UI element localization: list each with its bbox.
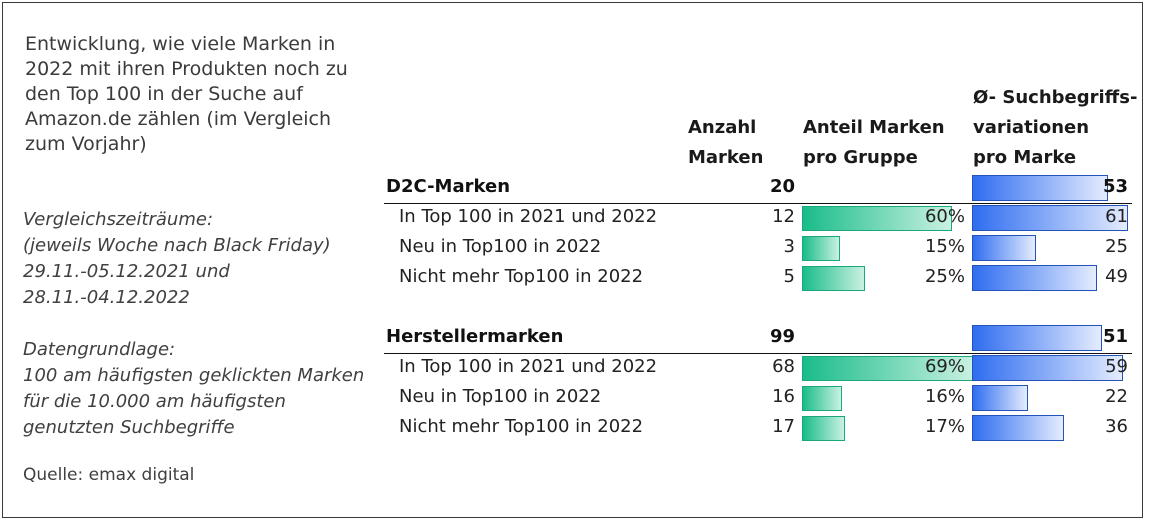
- table-row: Nicht mehr Top100 in 2022 17 17% 36: [384, 413, 1132, 443]
- note-line: Datengrundlage:: [23, 339, 176, 360]
- search-value: 49: [1105, 266, 1128, 287]
- count-value: 20: [769, 176, 795, 197]
- header-line: Ø- Suchbegriffs-: [973, 87, 1138, 108]
- share-bar: [802, 386, 842, 411]
- group-divider: [384, 203, 1132, 204]
- header-count: Anzahl Marken: [688, 113, 763, 173]
- header-share: Anteil Marken pro Gruppe: [803, 113, 945, 173]
- note-line: 100 am häufigsten geklickten Marken: [23, 365, 365, 386]
- search-bar: [972, 355, 1123, 381]
- table-row: Nicht mehr Top100 in 2022 5 25% 49: [384, 263, 1132, 293]
- search-bar: [972, 265, 1097, 291]
- note-line: genutzten Suchbegriffe: [23, 417, 235, 438]
- row-label: Nicht mehr Top100 in 2022: [399, 416, 644, 437]
- table-row: Neu in Top100 in 2022 16 16% 22: [384, 383, 1132, 413]
- share-bar: [802, 266, 865, 291]
- header-line: Anteil Marken: [803, 117, 945, 138]
- share-value: 15%: [924, 236, 965, 257]
- header-line: variationen: [973, 117, 1090, 138]
- search-bar: [972, 205, 1128, 231]
- header-line: Marken: [688, 147, 764, 168]
- header-line: pro Marke: [973, 147, 1077, 168]
- share-value: 16%: [924, 386, 965, 407]
- count-value: 5: [783, 266, 795, 287]
- search-value: 61: [1105, 206, 1128, 227]
- share-bar: [802, 206, 952, 231]
- table-row: Neu in Top100 in 2022 3 15% 25: [384, 233, 1132, 263]
- share-value: 17%: [924, 416, 965, 437]
- row-label: In Top 100 in 2021 und 2022: [399, 206, 658, 227]
- header-line: pro Gruppe: [803, 147, 918, 168]
- data-basis-note: Datengrundlage: 100 am häufigsten geklic…: [23, 337, 383, 441]
- row-label: In Top 100 in 2021 und 2022: [399, 356, 658, 377]
- group-label: D2C-Marken: [386, 176, 511, 197]
- share-value: 60%: [924, 206, 965, 227]
- search-bar: [972, 385, 1028, 411]
- count-value: 12: [772, 206, 795, 227]
- group-divider: [384, 353, 1132, 354]
- note-line: Vergleichszeiträume:: [23, 209, 214, 230]
- search-value: 36: [1105, 416, 1128, 437]
- share-value: 25%: [924, 266, 965, 287]
- share-bar: [802, 236, 840, 261]
- search-bar: [972, 325, 1102, 351]
- search-value: 59: [1105, 356, 1128, 377]
- search-value: 25: [1105, 236, 1128, 257]
- table-row: In Top 100 in 2021 und 2022 12 60% 61: [384, 203, 1132, 233]
- search-bar: [972, 235, 1036, 261]
- search-value: 51: [1102, 326, 1128, 347]
- group-row: D2C-Marken 20 53: [384, 173, 1132, 203]
- row-label: Nicht mehr Top100 in 2022: [399, 266, 644, 287]
- chart-title: Entwicklung, wie viele Marken in 2022 mi…: [25, 33, 348, 155]
- search-value: 53: [1102, 176, 1128, 197]
- share-value: 69%: [924, 356, 965, 377]
- table-row: In Top 100 in 2021 und 2022 68 69% 59: [384, 353, 1132, 383]
- note-line: 28.11.-04.12.2022: [23, 287, 190, 308]
- note-line: (jeweils Woche nach Black Friday): [23, 235, 331, 256]
- count-value: 99: [769, 326, 795, 347]
- group-row: Herstellermarken 99 51: [384, 323, 1132, 353]
- chart-frame: [2, 2, 1143, 518]
- search-value: 22: [1105, 386, 1128, 407]
- search-bar: [972, 175, 1108, 201]
- note-line: 29.11.-05.12.2021 und: [23, 261, 230, 282]
- count-value: 68: [772, 356, 795, 377]
- header-line: Anzahl: [688, 117, 757, 138]
- search-bar: [972, 415, 1064, 441]
- count-value: 17: [772, 416, 795, 437]
- note-line: für die 10.000 am häufigsten: [23, 391, 286, 412]
- share-bar: [802, 416, 845, 441]
- count-value: 16: [772, 386, 795, 407]
- header-search-variations: Ø- Suchbegriffs- variationen pro Marke: [973, 83, 1137, 173]
- count-value: 3: [783, 236, 795, 257]
- group-label: Herstellermarken: [386, 326, 564, 347]
- share-bar: [802, 356, 975, 381]
- row-label: Neu in Top100 in 2022: [399, 236, 602, 257]
- source-note: Quelle: emax digital: [23, 465, 195, 485]
- row-label: Neu in Top100 in 2022: [399, 386, 602, 407]
- comparison-period-note: Vergleichszeiträume: (jeweils Woche nach…: [23, 207, 383, 311]
